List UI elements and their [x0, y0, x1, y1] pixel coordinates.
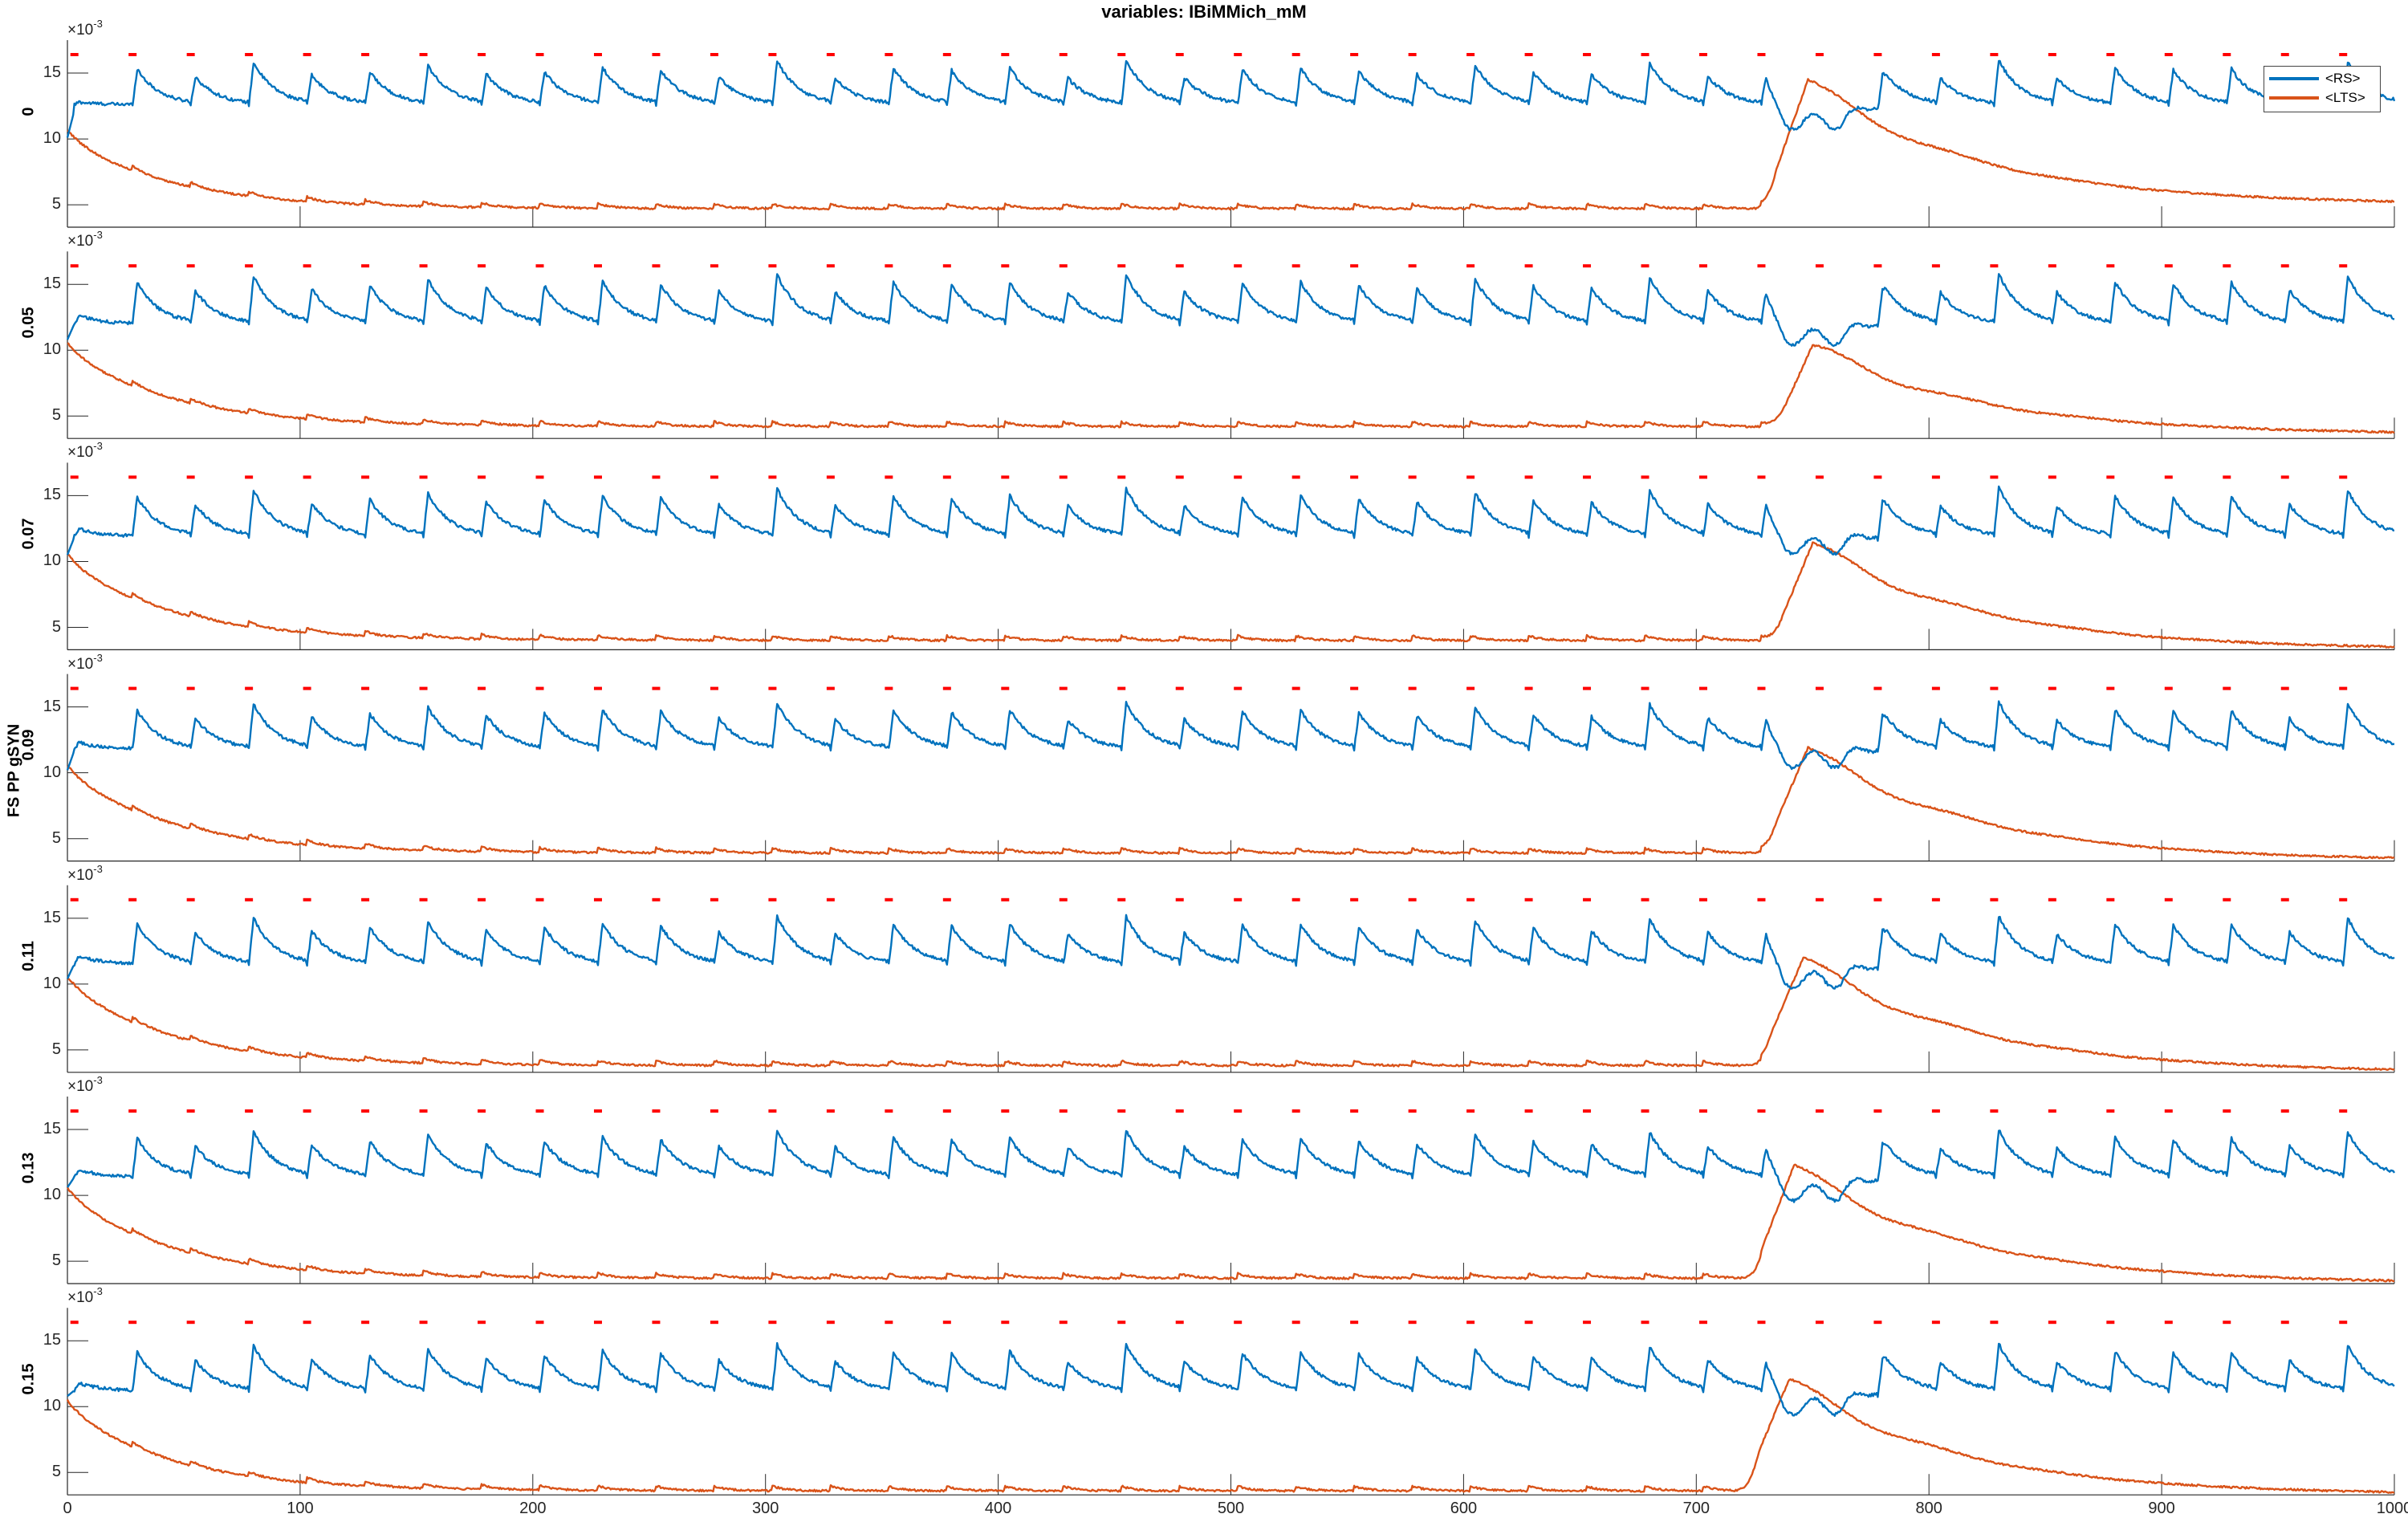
series-lts-line [67, 78, 2395, 211]
series-lts-line [67, 746, 2395, 860]
series-lts-line [67, 342, 2395, 434]
series-rs-line [66, 485, 2394, 556]
series-lts-line [66, 1378, 2395, 1494]
panel-4 [66, 885, 2395, 1073]
panel-6 [66, 1308, 2395, 1496]
series-rs-line [67, 1341, 2395, 1418]
series-rs-line [67, 1129, 2396, 1203]
series-rs-line [66, 700, 2395, 771]
series-rs-line [66, 59, 2396, 138]
panel-3 [66, 674, 2395, 862]
panel-1 [66, 251, 2395, 439]
panel-0 [66, 40, 2396, 228]
panel-2 [66, 462, 2395, 651]
series-lts-line [67, 956, 2395, 1072]
series-rs-line [66, 273, 2395, 348]
series-lts-line [66, 1163, 2395, 1283]
series-lts-line [67, 541, 2395, 649]
series-rs-line [66, 914, 2395, 990]
panel-5 [66, 1097, 2396, 1284]
